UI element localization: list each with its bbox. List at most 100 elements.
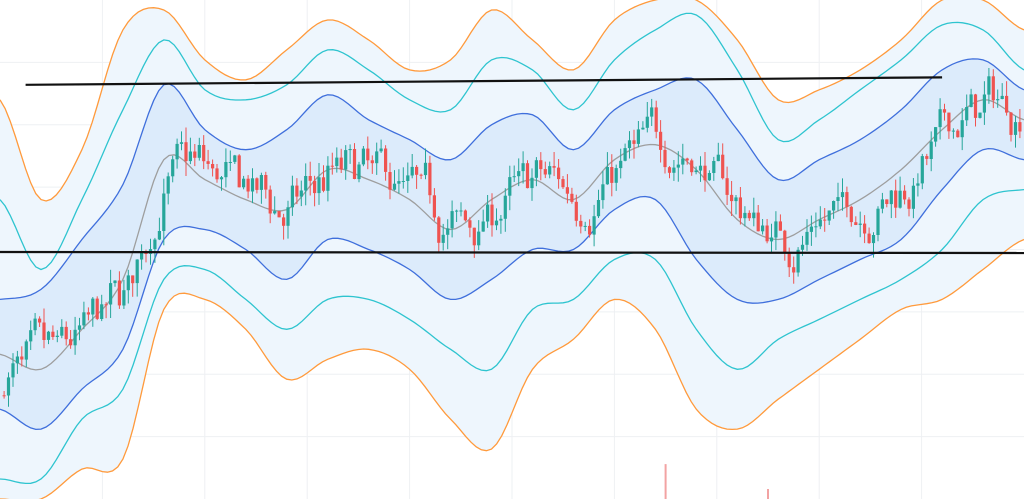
candle-up — [712, 161, 716, 173]
candle-up — [809, 226, 813, 232]
candle-up — [459, 210, 463, 212]
candle-up — [614, 168, 618, 183]
candle-up — [348, 149, 352, 151]
candle-up — [774, 221, 778, 238]
candle-down — [415, 166, 419, 175]
candle-up — [601, 184, 605, 201]
candle-up — [938, 109, 942, 128]
candle-down — [64, 326, 68, 340]
candle-up — [645, 116, 649, 128]
candle-up — [335, 157, 339, 167]
candle-down — [703, 165, 707, 181]
candle-down — [942, 109, 947, 113]
candle-up — [406, 175, 410, 181]
candle-up — [898, 190, 902, 208]
candle-down — [42, 322, 46, 340]
candle-down — [184, 142, 188, 162]
volume-bar — [664, 464, 667, 499]
candle-up — [179, 142, 184, 144]
candle-down — [552, 166, 556, 168]
candle-up — [818, 219, 822, 227]
candle-up — [840, 192, 845, 198]
candle-down — [1009, 112, 1013, 135]
candle-up — [410, 166, 414, 176]
candle-up — [982, 94, 986, 113]
candle-up — [486, 204, 490, 222]
candle-down — [215, 168, 219, 180]
mid-lower-band-line — [0, 188, 1024, 485]
candle-down — [663, 149, 667, 168]
candle-up — [494, 220, 499, 226]
candle-up — [82, 312, 86, 326]
candle-up — [858, 223, 862, 225]
candle-up — [752, 212, 756, 219]
candle-down — [685, 158, 689, 161]
candle-up — [109, 283, 113, 305]
candle-down — [721, 154, 725, 179]
candle-up — [969, 94, 973, 107]
candle-up — [627, 140, 632, 149]
candle-up — [592, 216, 596, 235]
candle-down — [849, 206, 853, 223]
candle-down — [903, 190, 907, 200]
candle-down — [419, 174, 423, 176]
candle-up — [534, 160, 538, 178]
candle-down — [51, 331, 55, 337]
candle-up — [698, 165, 703, 171]
candle-up — [397, 181, 401, 184]
candle-down — [95, 298, 99, 319]
candle-down — [690, 160, 694, 173]
candle-up — [15, 356, 19, 364]
candle-down — [308, 176, 312, 181]
candle-up — [357, 164, 361, 180]
candle-up — [46, 331, 51, 340]
candle-up — [641, 127, 645, 130]
candle-up — [672, 167, 676, 173]
candle-down — [574, 201, 578, 221]
candle-down — [894, 190, 898, 208]
candle-up — [477, 231, 481, 246]
candle-up — [6, 377, 11, 396]
candle-up — [605, 167, 609, 185]
candle-down — [490, 204, 494, 226]
candle-down — [202, 145, 206, 162]
candle-down — [907, 199, 911, 209]
candle-up — [455, 210, 459, 212]
candle-up — [805, 231, 809, 245]
candle-up — [441, 234, 445, 243]
candle-up — [916, 183, 920, 186]
candle-down — [2, 395, 6, 397]
candle-down — [725, 178, 729, 195]
candle-up — [512, 176, 516, 178]
candle-down — [654, 107, 658, 132]
candle-down — [321, 177, 326, 191]
basis-line — [0, 99, 1024, 371]
candle-down — [193, 151, 197, 158]
candle-up — [707, 173, 711, 181]
candle-up — [676, 164, 680, 168]
candle-down — [854, 222, 858, 225]
candle-up — [796, 249, 800, 273]
candle-down — [144, 252, 148, 254]
candle-up — [392, 183, 397, 190]
candle-down — [313, 180, 317, 194]
candle-up — [100, 304, 104, 319]
candle-down — [787, 253, 791, 268]
candle-up — [153, 239, 157, 250]
candle-down — [117, 280, 121, 306]
candle-down — [792, 267, 796, 273]
candle-up — [450, 211, 454, 229]
candle-up — [920, 156, 924, 184]
candle-up — [242, 178, 246, 188]
candle-up — [126, 275, 130, 291]
candle-up — [55, 335, 59, 337]
candle-up — [814, 226, 818, 228]
candle-down — [557, 167, 561, 180]
candle-up — [978, 112, 982, 118]
candle-up — [60, 326, 64, 336]
candle-down — [366, 148, 370, 161]
candle-up — [401, 181, 405, 182]
candle-up — [521, 163, 525, 172]
candle-up — [596, 200, 601, 217]
volume-bars — [664, 464, 769, 499]
